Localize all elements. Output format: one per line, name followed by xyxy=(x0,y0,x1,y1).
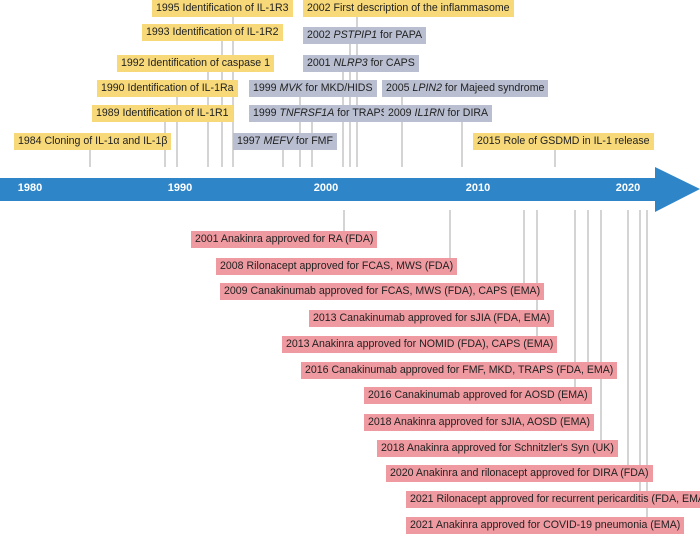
gene-name: NLRP3 xyxy=(333,57,368,69)
event-2005-lpin2: 2005 LPIN2 for Majeed syndrome xyxy=(382,80,549,97)
year-label-1990: 1990 xyxy=(167,182,193,194)
event-suffix: for CAPS xyxy=(367,57,415,69)
event-prefix: 2005 xyxy=(386,82,413,94)
gene-name: TNFRSF1A xyxy=(279,107,335,119)
gene-name: IL1RN xyxy=(414,107,445,119)
event-1999-mvk: 1999 MVK for MKD/HIDS xyxy=(249,80,377,97)
event-1989-il1r1: 1989 Identification of IL-1R1 xyxy=(92,105,233,122)
event-1999-tnfrsf1a: 1999 TNFRSF1A for TRAPS xyxy=(249,105,392,122)
gene-name: MEFV xyxy=(263,135,293,147)
event-1993-il1r2: 1993 Identification of IL-1R2 xyxy=(142,24,283,41)
approval-2021-anakinra-covid: 2021 Anakinra approved for COVID-19 pneu… xyxy=(406,517,685,534)
gene-name: PSTPIP1 xyxy=(333,29,378,41)
approval-2009-canakinumab-fcas: 2009 Canakinumab approved for FCAS, MWS … xyxy=(220,283,545,300)
event-prefix: 1999 xyxy=(253,82,280,94)
event-prefix: 1999 xyxy=(253,107,280,119)
event-prefix: 2009 xyxy=(388,107,415,119)
event-suffix: for PAPA xyxy=(377,29,423,41)
gene-name: LPIN2 xyxy=(412,82,442,94)
approval-2008-rilonacept-fcas: 2008 Rilonacept approved for FCAS, MWS (… xyxy=(216,258,458,275)
event-1997-mefv: 1997 MEFV for FMF xyxy=(233,133,337,150)
year-label-2010: 2010 xyxy=(465,182,491,194)
year-label-2000: 2000 xyxy=(313,182,339,194)
event-suffix: for TRAPS xyxy=(334,107,388,119)
approval-2013-anakinra-nomid: 2013 Anakinra approved for NOMID (FDA), … xyxy=(282,336,558,353)
event-2009-il1rn: 2009 IL1RN for DIRA xyxy=(384,105,493,122)
approval-2001-anakinra-ra: 2001 Anakinra approved for RA (FDA) xyxy=(191,231,378,248)
approval-2021-rilonacept-pericarditis: 2021 Rilonacept approved for recurrent p… xyxy=(406,491,700,508)
event-2001-nlrp3: 2001 NLRP3 for CAPS xyxy=(303,55,419,72)
approval-2016-canakinumab-aosd: 2016 Canakinumab approved for AOSD (EMA) xyxy=(364,387,592,404)
event-2015-gsdmd: 2015 Role of GSDMD in IL-1 release xyxy=(473,133,654,150)
event-suffix: for Majeed syndrome xyxy=(441,82,545,94)
event-2002-pstpip1: 2002 PSTPIP1 for PAPA xyxy=(303,27,427,44)
event-prefix: 1997 xyxy=(237,135,264,147)
timeline-axis xyxy=(0,167,700,212)
event-1995-il1r3: 1995 Identification of IL-1R3 xyxy=(152,0,293,17)
year-label-2020: 2020 xyxy=(615,182,641,194)
gene-name: MVK xyxy=(279,82,303,94)
event-1984-cloning: 1984 Cloning of IL-1α and IL-1β xyxy=(14,133,172,150)
year-label-1980: 1980 xyxy=(17,182,43,194)
event-prefix: 2002 xyxy=(307,29,334,41)
approval-2018-anakinra-sjia: 2018 Anakinra approved for sJIA, AOSD (E… xyxy=(364,414,594,431)
event-suffix: for MKD/HIDS xyxy=(302,82,373,94)
approval-2013-canakinumab-sjia: 2013 Canakinumab approved for sJIA (FDA,… xyxy=(309,310,555,327)
timeline-arrow xyxy=(0,167,700,212)
approval-2018-anakinra-schnitzler: 2018 Anakinra approved for Schnitzler's … xyxy=(377,440,618,457)
event-1992-caspase1: 1992 Identification of caspase 1 xyxy=(117,55,275,72)
event-prefix: 2001 xyxy=(307,57,334,69)
event-suffix: for FMF xyxy=(292,135,333,147)
event-1990-il1ra: 1990 Identification of IL-1Ra xyxy=(97,80,238,97)
approval-2016-canakinumab-fmf: 2016 Canakinumab approved for FMF, MKD, … xyxy=(301,362,618,379)
event-suffix: for DIRA xyxy=(444,107,489,119)
event-2002-inflammasome: 2002 First description of the inflammaso… xyxy=(303,0,514,17)
approval-2020-dira: 2020 Anakinra and rilonacept approved fo… xyxy=(386,465,653,482)
